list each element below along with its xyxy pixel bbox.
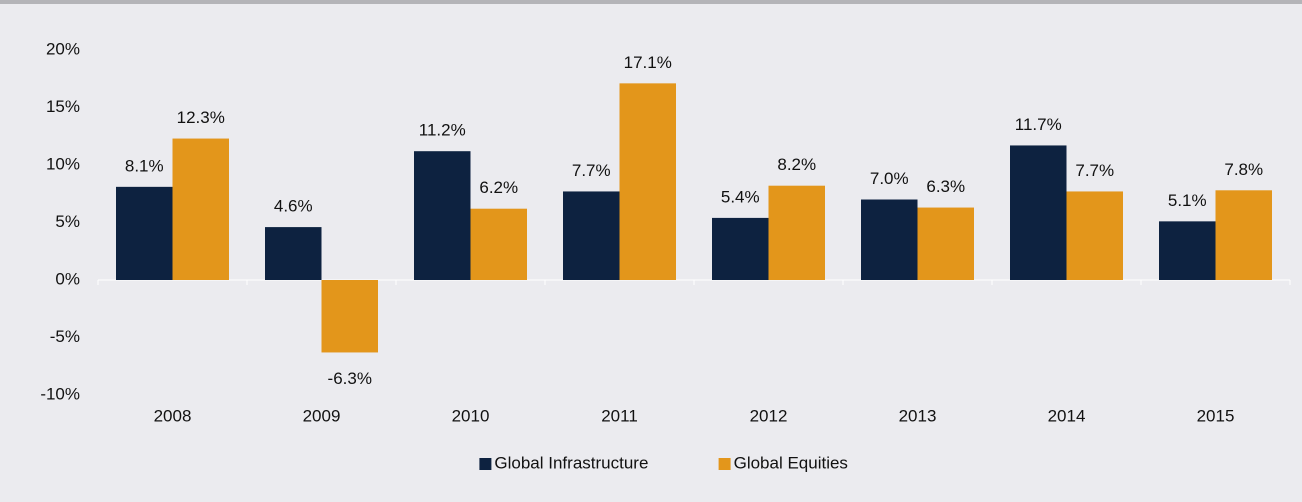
y-tick-label: 20%: [46, 39, 80, 58]
bar: [172, 138, 229, 280]
x-tick-label: 2013: [899, 406, 937, 425]
data-label: 17.1%: [624, 53, 672, 72]
x-tick-label: 2009: [303, 406, 341, 425]
y-tick-label: 0%: [55, 269, 80, 288]
data-label: 7.7%: [1075, 161, 1114, 180]
data-label: 11.7%: [1015, 115, 1062, 134]
x-tick-label: 2015: [1197, 406, 1235, 425]
x-tick-label: 2010: [452, 406, 490, 425]
legend-swatch: [479, 458, 492, 470]
bar: [712, 217, 769, 280]
data-label: 5.1%: [1168, 191, 1207, 210]
y-tick-label: -10%: [40, 384, 80, 403]
y-tick-label: 5%: [55, 212, 80, 231]
data-label: 4.6%: [274, 197, 313, 216]
y-tick-label: 15%: [46, 97, 80, 116]
bar: [321, 280, 378, 353]
legend-label: Global Equities: [734, 453, 848, 472]
bar: [470, 208, 527, 280]
bar: [1066, 191, 1123, 280]
legend-swatch: [718, 458, 731, 470]
bar: [1010, 145, 1067, 280]
x-tick-label: 2012: [750, 406, 788, 425]
bar: [1159, 221, 1216, 280]
x-tick-label: 2008: [154, 406, 192, 425]
bar: [563, 191, 620, 280]
data-label: -6.3%: [328, 369, 372, 388]
y-tick-label: -5%: [50, 327, 80, 346]
bar: [414, 151, 471, 280]
x-tick-label: 2014: [1048, 406, 1086, 425]
top-border: [0, 0, 1302, 4]
x-tick-label: 2011: [601, 406, 638, 425]
data-label: 6.2%: [479, 178, 518, 197]
data-label: 12.3%: [177, 108, 225, 127]
data-label: 8.1%: [125, 156, 164, 175]
legend-label: Global Infrastructure: [494, 453, 648, 472]
bar: [619, 83, 676, 280]
data-label: 11.2%: [419, 121, 466, 140]
bar: [116, 186, 173, 280]
bar: [1215, 190, 1272, 280]
y-tick-label: 10%: [46, 154, 80, 173]
bar: [768, 185, 825, 280]
data-label: 5.4%: [721, 187, 760, 206]
data-label: 7.7%: [572, 161, 611, 180]
bar: [861, 199, 918, 280]
bar: [265, 227, 322, 280]
data-label: 6.3%: [926, 177, 965, 196]
data-label: 8.2%: [777, 155, 816, 174]
data-label: 7.0%: [870, 169, 909, 188]
bar: [917, 207, 974, 280]
data-label: 7.8%: [1224, 160, 1263, 179]
